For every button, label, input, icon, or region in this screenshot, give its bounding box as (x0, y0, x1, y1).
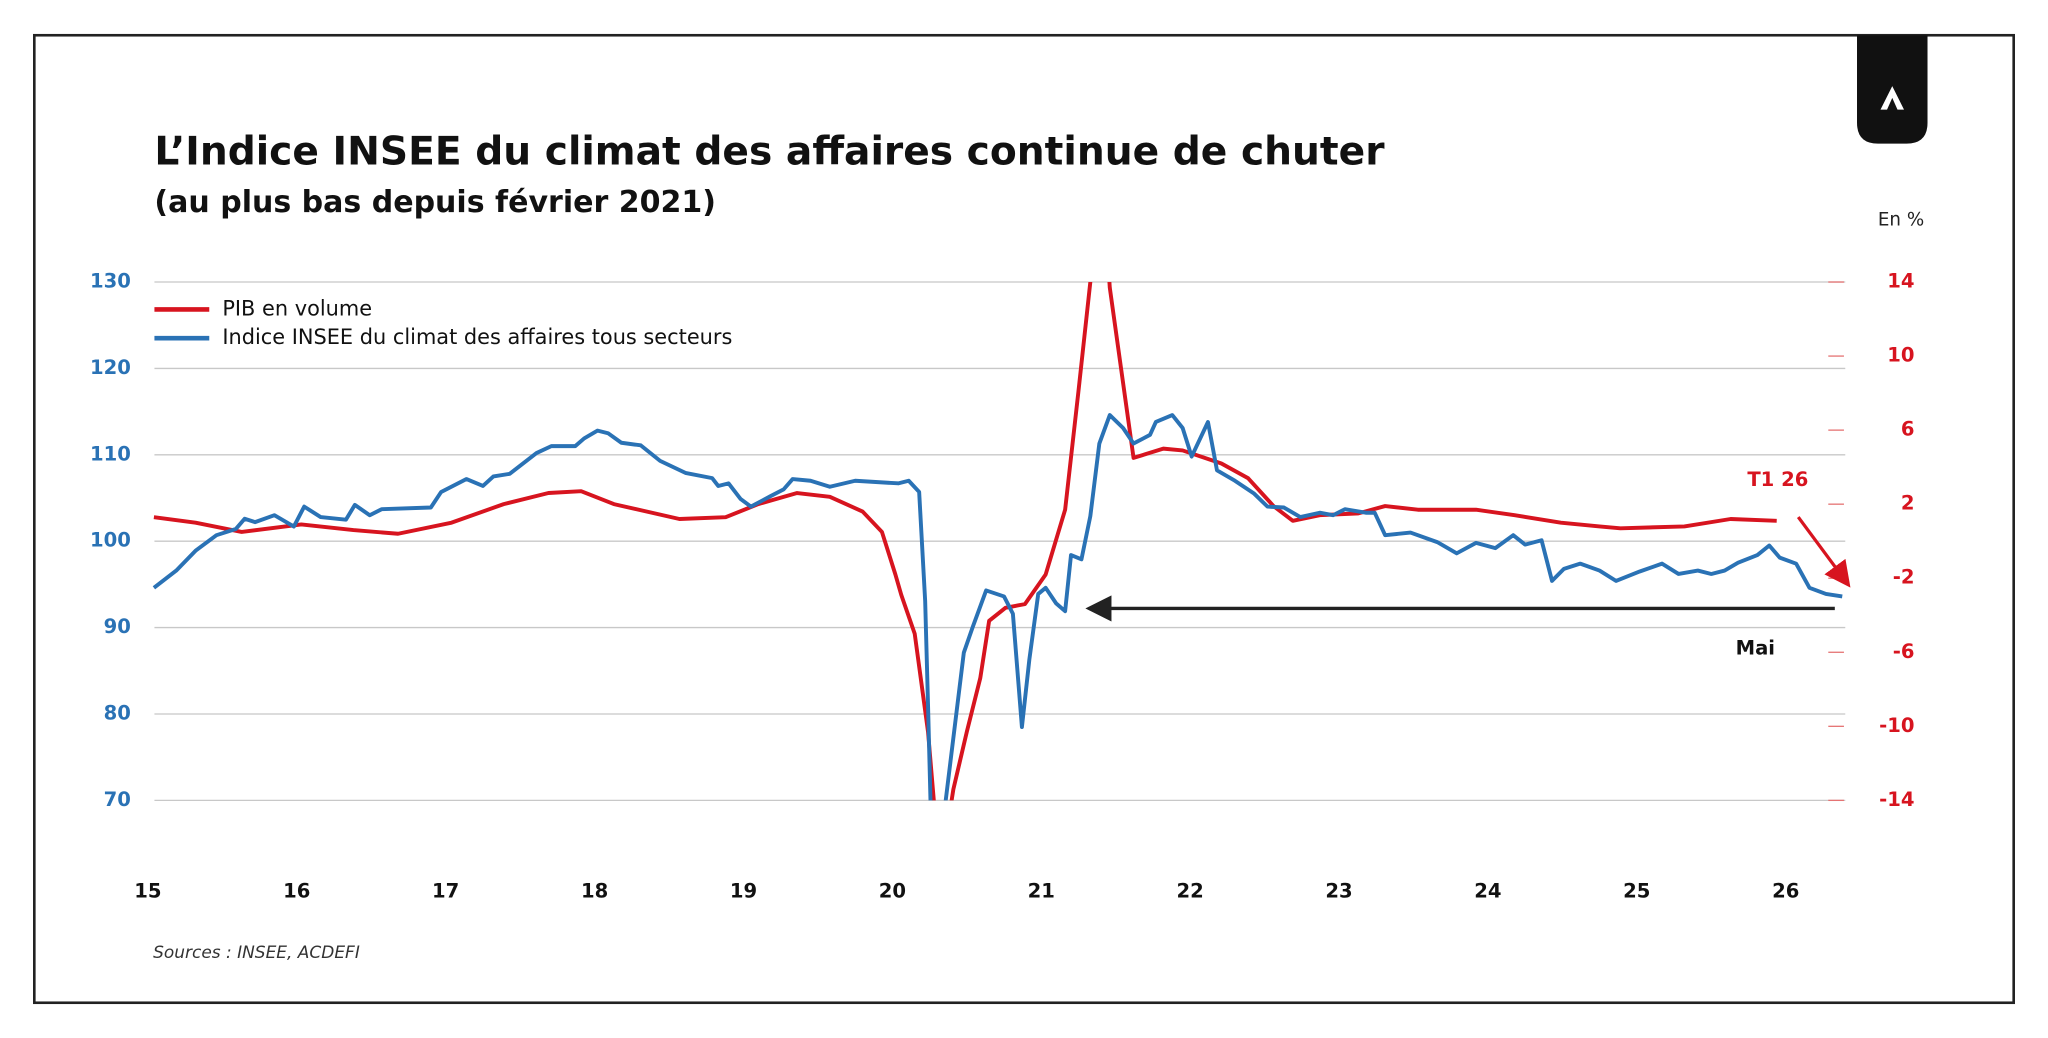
annotation: T1 26 (1747, 468, 1808, 491)
y2-tick-label: 10 (1887, 344, 1914, 367)
y-tick-label: 80 (104, 701, 131, 724)
y2-tick-label: -10 (1879, 714, 1914, 737)
y2-tick-label: -2 (1893, 566, 1915, 589)
y2-tick-label: 2 (1901, 492, 1915, 515)
y-tick-label: 120 (90, 356, 131, 379)
y2-tick-label: -14 (1879, 788, 1914, 811)
x-tick-label: 21 (1028, 879, 1055, 902)
legend-label: Indice INSEE du climat des affaires tous… (222, 325, 732, 349)
x-tick-label: 25 (1623, 879, 1650, 902)
x-tick-label: 22 (1177, 879, 1204, 902)
frame (33, 33, 2015, 1005)
y2-axis-label: En % (1878, 210, 1924, 231)
annotation: Mai (1736, 636, 1775, 659)
x-tick-label: 23 (1325, 879, 1352, 902)
x-tick-label: 16 (283, 879, 310, 902)
x-tick-label: 15 (134, 879, 161, 902)
x-tick-label: 18 (581, 879, 608, 902)
chart-subtitle: (au plus bas depuis février 2021) (154, 185, 716, 220)
y-tick-label: 100 (90, 529, 131, 552)
x-tick-label: 24 (1474, 879, 1501, 902)
y-tick-label: 110 (90, 442, 131, 465)
y-tick-label: 70 (104, 788, 131, 811)
x-tick-label: 19 (730, 879, 757, 902)
source: Sources : INSEE, ACDEFI (153, 943, 360, 963)
y2-tick-label: -6 (1893, 640, 1915, 663)
plot-area (152, 282, 1843, 801)
chart-title: L’Indice INSEE du climat des affaires co… (154, 130, 1385, 175)
x-tick-label: 17 (432, 879, 459, 902)
logo-mark (1880, 86, 1905, 110)
series-line (153, 282, 1777, 801)
y-tick-label: 90 (104, 615, 131, 638)
plot: 130 120 110 100 90 80 70 14 10 6 2 -2 -6 -10 -14 15 16 17… (90, 270, 1915, 903)
series-line (152, 413, 1843, 801)
x-tick-label: 26 (1772, 879, 1799, 902)
legend-label: PIB en volume (222, 296, 372, 320)
y2-tick-label: 14 (1887, 270, 1914, 293)
y-tick-label: 130 (90, 270, 131, 293)
x-tick-label: 20 (879, 879, 906, 902)
arrow (1796, 516, 1851, 588)
y2-tick-label: 6 (1901, 418, 1915, 441)
